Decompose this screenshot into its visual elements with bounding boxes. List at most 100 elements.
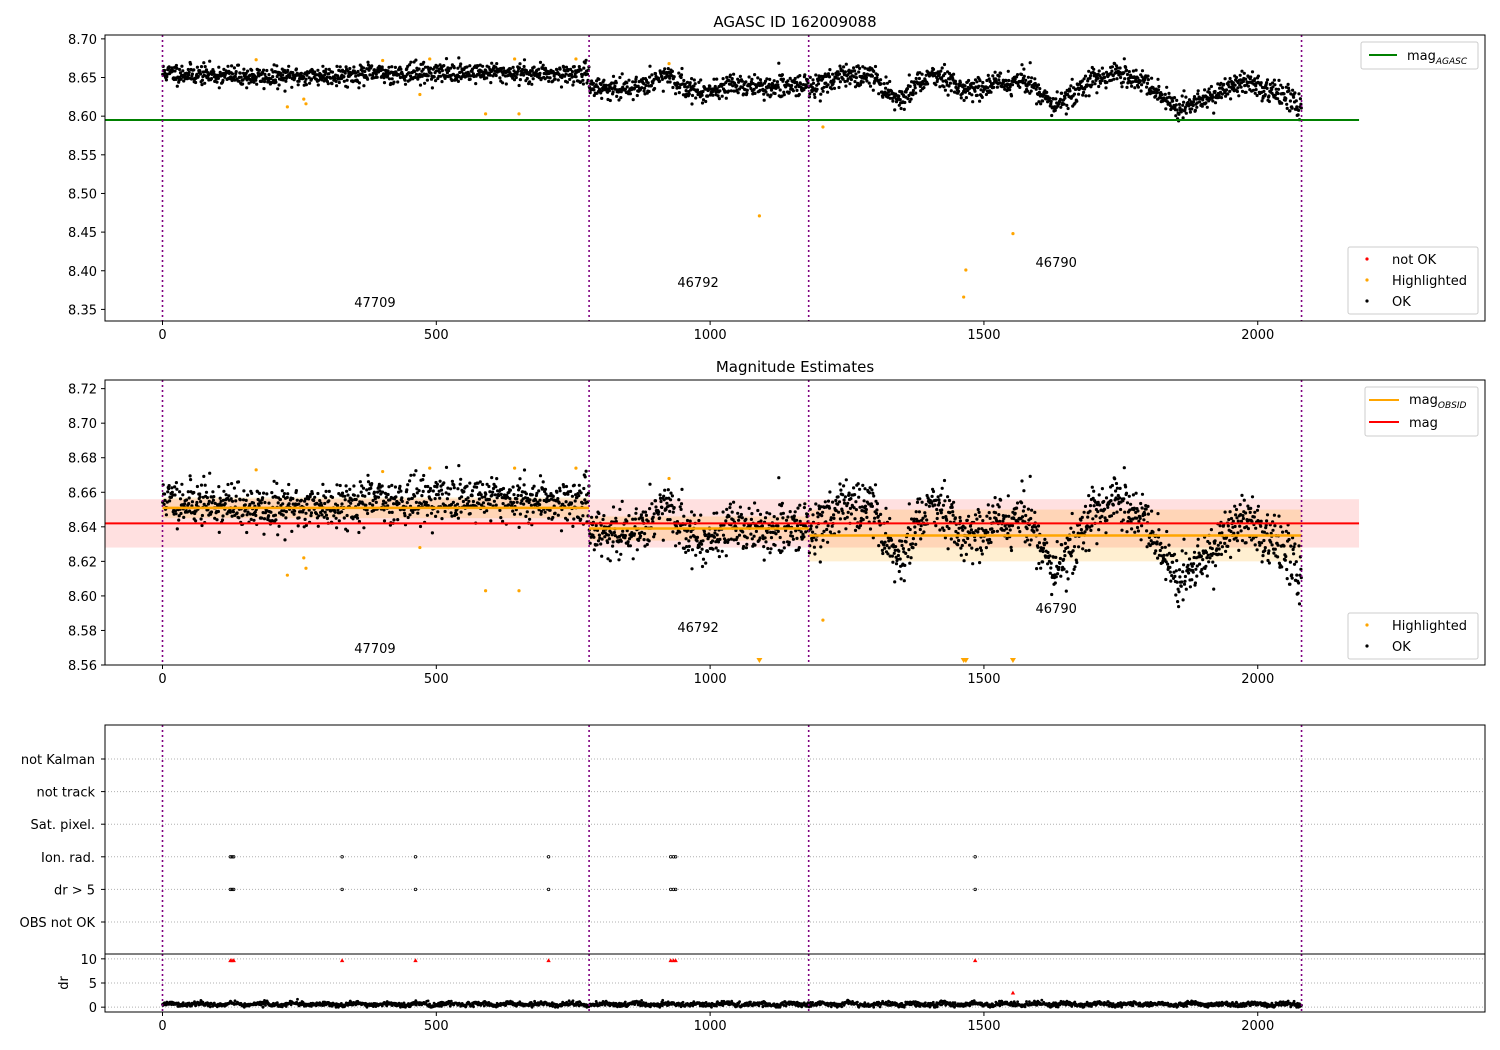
ok-point xyxy=(241,513,245,517)
ok-point xyxy=(803,502,807,506)
ok-point xyxy=(211,490,215,494)
ok-point xyxy=(366,511,370,516)
ok-point xyxy=(752,87,756,91)
ok-point xyxy=(917,81,921,85)
legend-label-not-ok: not OK xyxy=(1392,253,1437,268)
ok-point xyxy=(753,501,757,505)
ok-point xyxy=(1065,570,1069,574)
ok-point xyxy=(511,500,516,505)
ok-point xyxy=(1058,561,1062,566)
ok-point xyxy=(221,78,225,82)
ok-point xyxy=(861,483,865,487)
ok-point xyxy=(212,70,216,74)
ok-point xyxy=(635,548,639,552)
legend-marker-highlighted xyxy=(1365,278,1369,282)
ok-point xyxy=(747,506,751,510)
ok-point xyxy=(562,65,566,69)
ok-point xyxy=(717,97,722,101)
ok-point xyxy=(865,515,869,520)
ok-point xyxy=(901,547,906,551)
ok-point xyxy=(321,482,325,486)
ok-point xyxy=(965,518,969,522)
ok-point xyxy=(820,514,824,518)
ok-point xyxy=(649,84,654,88)
ok-point xyxy=(408,63,412,67)
ok-point xyxy=(777,61,781,65)
ok-point xyxy=(518,477,522,481)
ok-point xyxy=(547,516,551,520)
ok-point xyxy=(1253,543,1257,547)
ok-point xyxy=(1223,510,1227,514)
ok-point xyxy=(858,523,863,528)
ok-point xyxy=(618,507,622,511)
ok-point xyxy=(250,491,254,495)
ok-point xyxy=(1265,81,1269,85)
ok-point xyxy=(1106,505,1110,509)
ok-point xyxy=(465,65,469,69)
ok-point xyxy=(198,495,202,499)
ok-point xyxy=(364,503,368,507)
ok-point xyxy=(167,484,171,488)
ok-point xyxy=(1228,538,1232,543)
ok-point xyxy=(1131,69,1135,73)
ok-point xyxy=(953,516,958,520)
highlighted-point xyxy=(964,268,968,272)
ok-point xyxy=(602,514,606,518)
ok-point xyxy=(873,516,877,520)
ok-point xyxy=(797,92,801,97)
ok-point xyxy=(619,539,623,543)
ok-point xyxy=(943,499,947,503)
ok-point xyxy=(489,81,493,85)
ok-point xyxy=(1173,574,1177,579)
ok-point xyxy=(988,537,992,542)
ok-point xyxy=(1192,100,1196,104)
ok-point xyxy=(1026,75,1030,79)
ok-point xyxy=(1184,95,1188,99)
y-tick-label: 8.35 xyxy=(68,303,97,318)
ok-point xyxy=(569,489,573,493)
ok-point xyxy=(1182,563,1186,567)
ok-point xyxy=(803,73,807,77)
highlighted-point xyxy=(757,214,762,218)
ok-point xyxy=(959,96,963,100)
ok-point xyxy=(1060,543,1064,547)
ok-point xyxy=(1070,511,1074,516)
ok-point xyxy=(994,77,998,81)
ok-point xyxy=(397,73,401,77)
ok-point xyxy=(1025,527,1029,531)
ok-point xyxy=(184,498,189,502)
ok-point xyxy=(558,489,562,493)
ok-point xyxy=(386,492,390,497)
ok-point xyxy=(1196,92,1200,96)
ok-point xyxy=(794,94,798,98)
ok-point xyxy=(1143,78,1147,82)
ok-point xyxy=(1121,80,1125,84)
ok-point xyxy=(908,84,912,88)
ok-point xyxy=(795,88,799,92)
ok-point xyxy=(1171,560,1175,564)
ok-point xyxy=(853,493,857,497)
ok-point xyxy=(555,490,559,494)
ok-point xyxy=(573,499,577,503)
ok-point xyxy=(911,88,916,93)
ok-point xyxy=(492,499,496,503)
ok-point xyxy=(508,488,512,492)
ok-point xyxy=(1062,567,1066,571)
ok-point xyxy=(657,510,661,514)
ok-point xyxy=(1088,76,1092,80)
ok-point xyxy=(633,80,638,84)
ok-point xyxy=(768,551,772,555)
ok-point xyxy=(1269,540,1273,544)
ok-point xyxy=(947,498,952,503)
ok-point xyxy=(1125,501,1130,505)
ok-point xyxy=(617,98,621,102)
ok-point xyxy=(1160,93,1164,97)
ok-point xyxy=(905,87,910,91)
ok-point xyxy=(445,497,449,501)
ok-point xyxy=(662,494,666,498)
ok-point xyxy=(1015,506,1019,510)
ok-point xyxy=(1020,63,1024,67)
ok-point xyxy=(611,74,616,78)
ok-point xyxy=(1050,113,1054,118)
